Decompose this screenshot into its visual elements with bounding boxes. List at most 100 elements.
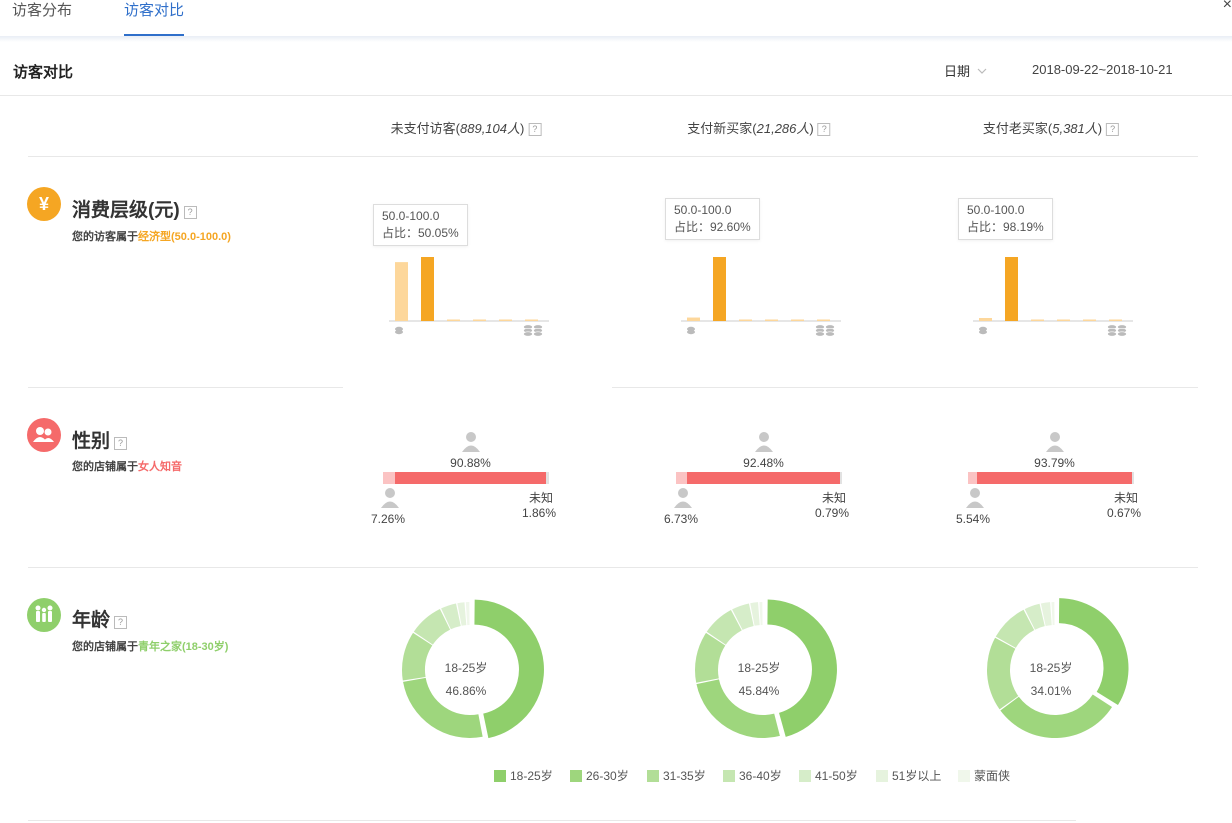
column-count: 889,104人 xyxy=(460,121,521,136)
age-slice[interactable] xyxy=(696,679,780,738)
age-slice[interactable] xyxy=(767,599,837,737)
age-slice[interactable] xyxy=(465,602,470,626)
divider xyxy=(28,387,343,388)
male-bar[interactable] xyxy=(676,472,687,484)
legend-item[interactable]: 51岁以上 xyxy=(876,767,941,784)
coin-icon xyxy=(395,329,403,335)
male-user-icon xyxy=(674,488,692,508)
donut-center-label: 18-25岁 xyxy=(1029,661,1073,675)
legend-item[interactable]: 41-50岁 xyxy=(799,767,858,784)
age-slice[interactable] xyxy=(413,609,451,645)
age-slice[interactable] xyxy=(474,599,544,739)
age-slice[interactable] xyxy=(1024,603,1045,630)
legend-item[interactable]: 蒙面侠 xyxy=(958,767,1010,784)
age-slice[interactable] xyxy=(995,609,1035,648)
legend-item[interactable]: 36-40岁 xyxy=(723,767,782,784)
column-header-old-buyer: 支付老买家(5,381人)? xyxy=(982,118,1120,137)
age-slice[interactable] xyxy=(403,677,483,738)
column-name: 支付老买家 xyxy=(982,121,1048,136)
spending-desc: 您的访客属于经济型(50.0-100.0) xyxy=(72,228,231,244)
donut-center-label: 18-25岁 xyxy=(444,661,488,675)
column-count: 5,381人 xyxy=(1052,121,1098,136)
spending-charts xyxy=(389,257,1133,337)
spending-bar[interactable] xyxy=(979,318,992,321)
desc-prefix: 您的店铺属于 xyxy=(72,641,138,653)
spending-tooltip: 50.0-100.0 占比：98.19% xyxy=(958,198,1053,240)
spending-bar[interactable] xyxy=(525,319,538,322)
divider xyxy=(28,567,1198,568)
help-icon[interactable]: ? xyxy=(183,206,197,219)
legend-item[interactable]: 26-30岁 xyxy=(570,767,629,784)
tab-visitor-distribution[interactable]: 访客分布 xyxy=(12,2,73,19)
close-icon[interactable]: × xyxy=(1222,0,1232,13)
female-bar[interactable] xyxy=(977,472,1132,484)
column-header-new-buyer: 支付新买家(21,286人)? xyxy=(687,118,831,137)
date-dropdown[interactable]: 日期 xyxy=(944,61,987,80)
spending-bar[interactable] xyxy=(765,319,778,322)
coin-stack-icon xyxy=(825,331,835,337)
help-icon[interactable]: ? xyxy=(114,616,128,629)
column-name: 支付新买家 xyxy=(687,121,753,136)
legend-item[interactable]: 18-25岁 xyxy=(494,767,553,784)
age-slice[interactable] xyxy=(986,637,1019,710)
age-slice[interactable] xyxy=(1058,598,1129,706)
spending-bar[interactable] xyxy=(739,319,752,322)
help-icon[interactable]: ? xyxy=(114,437,128,450)
male-bar[interactable] xyxy=(968,472,977,484)
legend-label: 蒙面侠 xyxy=(974,769,1011,783)
age-slice[interactable] xyxy=(759,602,763,626)
spending-bar[interactable] xyxy=(473,319,486,322)
tab-visitor-comparison[interactable]: 访客对比 xyxy=(124,0,185,36)
spending-tooltip: 50.0-100.0 占比：50.05% xyxy=(373,204,468,246)
age-slice[interactable] xyxy=(1040,602,1052,626)
age-slice[interactable] xyxy=(695,632,726,683)
spending-bar[interactable] xyxy=(1083,319,1096,322)
age-slice[interactable] xyxy=(1000,694,1113,738)
female-share: 93.79% xyxy=(1034,456,1075,470)
legend-label: 41-50岁 xyxy=(815,769,858,783)
spending-bar[interactable] xyxy=(791,319,804,322)
coin-stack-icon xyxy=(1107,331,1117,337)
spending-bar[interactable] xyxy=(687,317,700,321)
spending-bar[interactable] xyxy=(395,262,408,321)
column-name: 未支付访客 xyxy=(390,121,456,136)
age-slice[interactable] xyxy=(402,632,433,681)
spending-bar[interactable] xyxy=(1031,319,1044,322)
female-bar[interactable] xyxy=(687,472,840,484)
desc-highlight: 青年之家(18-30岁) xyxy=(138,641,229,653)
age-slice[interactable] xyxy=(706,610,742,645)
spending-bar[interactable] xyxy=(1109,319,1122,322)
unknown-bar[interactable] xyxy=(546,472,549,484)
tooltip-range: 50.0-100.0 xyxy=(967,203,1025,217)
desc-highlight: 经济型(50.0-100.0) xyxy=(138,231,231,243)
age-slice[interactable] xyxy=(457,602,467,626)
unknown-bar[interactable] xyxy=(840,472,842,484)
age-slice[interactable] xyxy=(750,602,760,626)
female-bar[interactable] xyxy=(395,472,546,484)
unknown-bar[interactable] xyxy=(1132,472,1134,484)
help-icon[interactable]: ? xyxy=(528,123,542,136)
age-slice[interactable] xyxy=(732,603,754,630)
spending-bar[interactable] xyxy=(817,319,830,322)
spending-bar[interactable] xyxy=(447,319,460,322)
age-slice[interactable] xyxy=(1051,602,1055,626)
male-bar[interactable] xyxy=(383,472,395,484)
coin-stack-icon xyxy=(1117,331,1127,337)
help-icon[interactable]: ? xyxy=(1106,123,1120,136)
tooltip-share: 占比：92.60% xyxy=(674,220,751,234)
unknown-share: 0.67% xyxy=(1106,506,1142,520)
yen-icon: ¥ xyxy=(27,187,61,221)
help-icon[interactable]: ? xyxy=(817,123,831,136)
spending-bar[interactable] xyxy=(421,257,434,321)
spending-bar[interactable] xyxy=(1057,319,1070,322)
gender-title-text: 性别 xyxy=(72,431,111,452)
spending-bar[interactable] xyxy=(1005,257,1018,321)
legend-item[interactable]: 31-35岁 xyxy=(647,767,706,784)
unknown-share: 1.86% xyxy=(521,506,557,520)
tab-shadow xyxy=(0,36,1232,42)
female-share: 90.88% xyxy=(450,456,491,470)
gender-desc: 您的店铺属于女人知音 xyxy=(72,458,182,474)
age-slice[interactable] xyxy=(441,603,461,630)
spending-bar[interactable] xyxy=(499,319,512,322)
spending-bar[interactable] xyxy=(713,257,726,321)
